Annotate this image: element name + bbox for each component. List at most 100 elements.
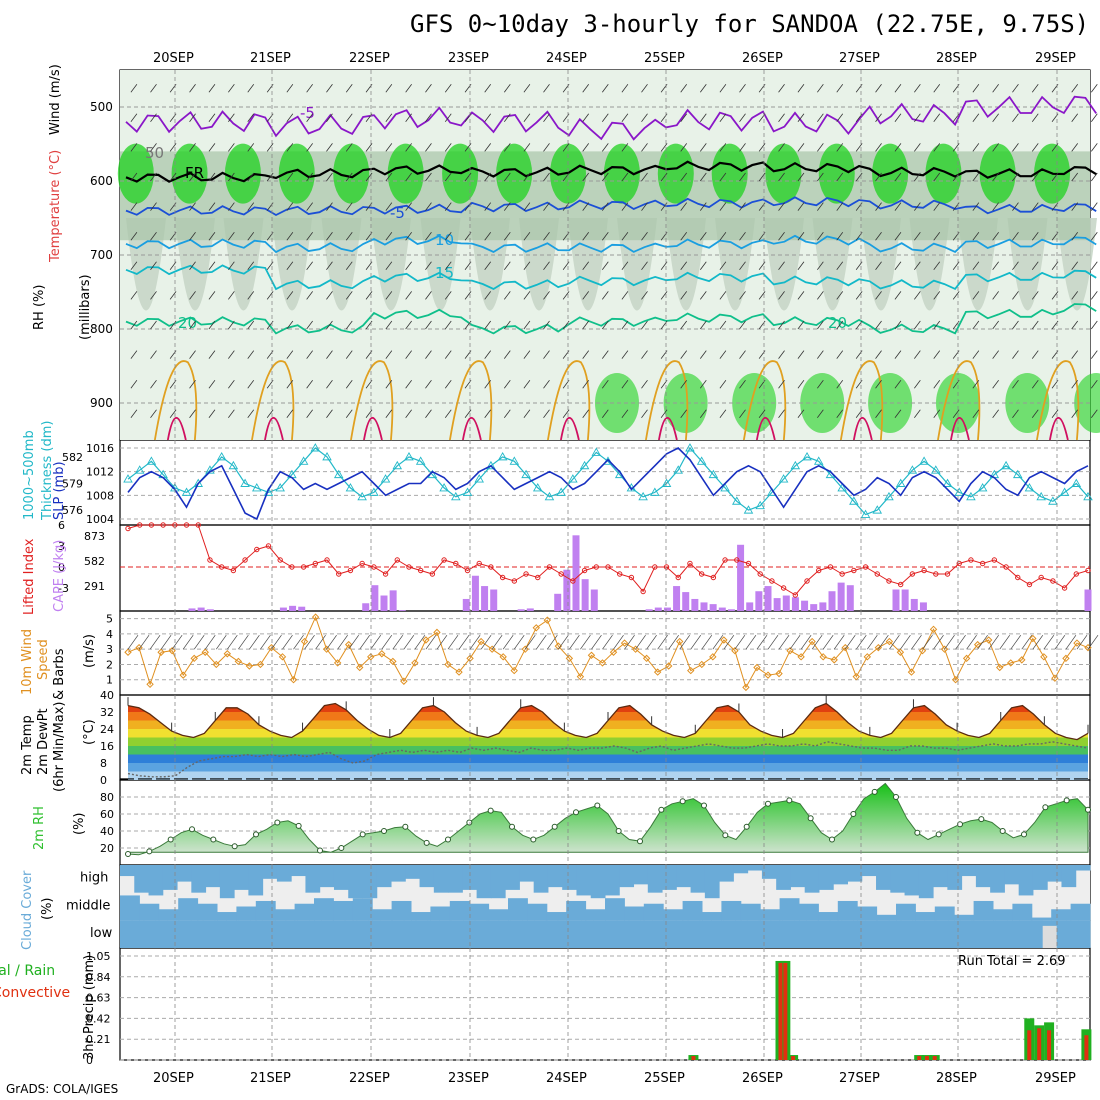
thickness-marker (240, 478, 250, 487)
temp-band (128, 737, 1088, 746)
cloud-tick-label: high (80, 871, 108, 886)
wind-speed-marker (1018, 656, 1026, 664)
wind-speed-marker (510, 666, 518, 675)
temp-band (128, 763, 1088, 772)
wind-speed-marker (477, 637, 485, 646)
wind-barb (641, 231, 648, 241)
wind-barb (646, 634, 657, 650)
wind-barb (491, 634, 503, 650)
li-marker (886, 578, 892, 584)
wind-barb (699, 261, 707, 271)
wind-barb (444, 202, 452, 211)
temp-band (128, 712, 1088, 721)
date-tick-bottom: 29SEP (1035, 1071, 1076, 1086)
wind-barb (130, 83, 138, 93)
wind-speed-marker (731, 647, 739, 655)
rh-marker (999, 828, 1006, 834)
wind-barb (582, 261, 590, 271)
wind-barb (601, 350, 609, 359)
wind-barb (952, 409, 960, 419)
wind-barb (247, 261, 255, 271)
thickness-marker (931, 465, 941, 474)
cloud-bar-high (1075, 865, 1091, 871)
isotherm-hot (264, 417, 284, 441)
wind-barb (315, 634, 326, 650)
wind-speed-marker (764, 671, 772, 679)
wind-barb (523, 172, 531, 182)
wind-barb (1071, 202, 1079, 211)
li-marker (675, 574, 681, 581)
wind-barb (660, 291, 668, 300)
cloud-bar-middle (1070, 903, 1091, 921)
temp-tick-label: 16 (100, 740, 114, 753)
cape-bar (782, 595, 790, 611)
rh-band (617, 218, 657, 311)
wind-barb (1012, 291, 1019, 300)
cape-bar (746, 602, 754, 611)
wind-barb (208, 202, 216, 211)
cloud-bar-high (419, 865, 435, 888)
cloud-bar-middle (663, 909, 684, 921)
wind-barb (208, 379, 216, 389)
wind-barb (719, 291, 727, 300)
wind-barb (503, 409, 511, 419)
cloud-bar-high (890, 865, 906, 893)
wind-barb (266, 409, 274, 419)
rh-marker (445, 836, 451, 843)
cloud-bar-middle (682, 900, 703, 921)
wind-barb (228, 350, 235, 359)
wind-speed-marker (179, 671, 187, 679)
wind-barb (543, 409, 550, 419)
precip-tick-label: 0 (86, 1054, 93, 1067)
thickness-marker (1083, 491, 1093, 501)
wind-barb (641, 350, 648, 359)
wind-barb (513, 634, 525, 650)
rh-marker (317, 847, 323, 854)
rh-marker (1085, 806, 1091, 813)
thickness-marker (146, 456, 157, 465)
thickness-marker (310, 443, 321, 452)
precip-convective-bar (1027, 1030, 1032, 1060)
cloud-bar-high (1018, 865, 1034, 896)
wind-barb (914, 261, 921, 271)
wind-barb (1090, 202, 1098, 211)
date-tick-top: 24SEP (546, 51, 587, 66)
rh-marker (253, 831, 259, 838)
wind-barb (680, 113, 688, 123)
li-tick-label: 6 (58, 519, 65, 532)
wind-barb (405, 83, 412, 93)
panel-label-wind: & Barbs (52, 648, 67, 700)
cloud-bar-middle (469, 903, 490, 921)
wind-barb (797, 409, 805, 419)
wind-barb (247, 172, 255, 182)
cape-bar (764, 586, 772, 611)
thickness-marker (919, 456, 929, 465)
wind-barb (304, 634, 315, 650)
wind-barb (855, 143, 863, 152)
wind-barb (602, 634, 613, 650)
panel-label-temp: 2m DewPt (36, 708, 51, 775)
wind-barb (1090, 231, 1098, 241)
wind-barb (933, 350, 941, 359)
wind-barb (952, 291, 960, 300)
wind-barb (817, 379, 824, 389)
wind-barb (414, 634, 426, 650)
wind-barb (345, 143, 353, 152)
wind-barb (405, 202, 412, 211)
wind-barb (582, 231, 590, 241)
precip-convective-bar (778, 962, 783, 1060)
wind-barb (345, 350, 353, 359)
li-marker (628, 574, 635, 581)
cloud-bar-high (590, 865, 606, 899)
wind-barb (1090, 291, 1098, 300)
wind-barb (758, 261, 766, 271)
wind-barb (569, 634, 580, 650)
panel-frame-slp (119, 439, 1091, 526)
cloud-bar-middle (624, 906, 645, 921)
wind-barb (169, 143, 177, 152)
wind-barb (306, 291, 313, 300)
wind-speed-marker (223, 650, 232, 658)
precip-tick-label: 0.84 (86, 971, 111, 984)
wind-speed-marker (973, 640, 982, 649)
li-marker (406, 564, 412, 570)
